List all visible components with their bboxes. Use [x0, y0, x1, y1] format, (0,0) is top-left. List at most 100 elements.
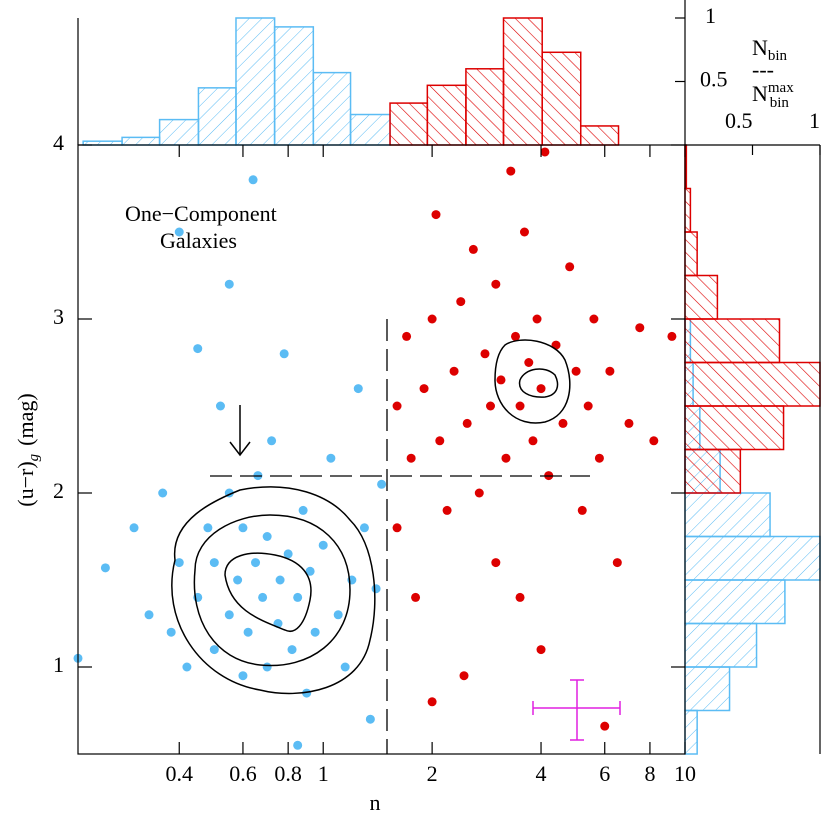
point — [203, 523, 213, 533]
point — [515, 401, 525, 411]
point — [310, 627, 320, 637]
point — [392, 523, 402, 533]
point — [474, 488, 484, 498]
point — [515, 592, 525, 602]
y-tick-label: 4 — [53, 130, 64, 155]
point — [456, 297, 466, 307]
point — [224, 279, 234, 289]
point — [491, 279, 501, 289]
point — [302, 688, 312, 698]
hist-bar — [465, 68, 505, 146]
y-tick-label: 1 — [53, 652, 64, 677]
point — [442, 505, 452, 515]
point — [496, 375, 506, 385]
point — [524, 358, 534, 367]
point — [340, 662, 350, 672]
hist-bar — [389, 102, 429, 146]
point — [577, 505, 587, 515]
point — [565, 262, 575, 272]
hist-bar — [273, 26, 315, 146]
point — [486, 401, 496, 411]
contour — [171, 486, 376, 695]
tick-label: 1 — [705, 3, 716, 28]
contour — [518, 368, 559, 398]
point — [174, 558, 184, 568]
x-tick-label: 8 — [644, 761, 655, 786]
x-tick-label: 1 — [318, 761, 329, 786]
point — [612, 558, 622, 568]
point — [468, 244, 478, 254]
point — [243, 627, 253, 637]
point — [510, 331, 520, 341]
guides — [210, 319, 590, 754]
point — [251, 558, 261, 568]
point — [635, 323, 645, 333]
point — [353, 384, 363, 394]
point — [506, 166, 516, 176]
hist-bar — [684, 274, 719, 320]
point — [551, 340, 561, 350]
point — [427, 697, 437, 707]
point — [536, 645, 546, 655]
point — [365, 714, 375, 724]
x-tick-label: 10 — [674, 761, 696, 786]
point — [248, 175, 258, 185]
contours — [171, 339, 571, 695]
point — [491, 558, 501, 568]
point — [649, 436, 659, 446]
sub: bin — [770, 95, 790, 111]
hist-label: Nbin --- Nmax bin — [752, 35, 794, 111]
point — [262, 662, 272, 672]
hist-bar — [684, 187, 692, 233]
label-numerator: Nbin — [752, 35, 788, 64]
hist-bar — [684, 492, 771, 538]
y-label-main: (u−r) — [13, 461, 38, 506]
point — [305, 566, 315, 576]
sup: max — [768, 80, 794, 96]
point — [519, 227, 529, 237]
tick-label: 0.5 — [725, 108, 753, 133]
point — [589, 314, 599, 324]
point — [238, 523, 248, 533]
point — [293, 740, 303, 750]
contour — [193, 514, 351, 667]
point — [193, 344, 203, 354]
point — [129, 523, 139, 533]
point — [100, 563, 110, 573]
point — [293, 592, 303, 602]
label-denominator: Nmax bin — [752, 80, 794, 111]
point — [594, 453, 604, 463]
hist-bar — [312, 71, 352, 146]
point — [258, 592, 268, 602]
hist-bar — [684, 448, 742, 494]
annotation: One−Component — [125, 201, 277, 226]
point — [144, 610, 154, 620]
point — [371, 584, 381, 594]
contour — [494, 339, 571, 424]
hist-bar — [684, 622, 758, 668]
point — [667, 331, 677, 341]
point — [419, 384, 429, 394]
tick-label: 0.5 — [700, 67, 728, 92]
point — [392, 401, 402, 411]
point — [462, 418, 472, 428]
tick-label: 1 — [809, 108, 820, 133]
point — [571, 366, 581, 376]
x-tick-label: 4 — [536, 761, 547, 786]
x-tick-label: 0.4 — [165, 761, 193, 786]
point — [449, 366, 459, 376]
point — [411, 592, 421, 602]
hist-bar — [684, 318, 781, 364]
y-label-sub: g — [26, 453, 42, 461]
y-label-unit: (mag) — [13, 393, 38, 446]
sub: bin — [768, 48, 788, 64]
x-tick-label: 0.6 — [229, 761, 257, 786]
hist-bar — [121, 136, 161, 146]
hist-bar — [197, 87, 237, 146]
point — [359, 523, 369, 533]
point — [267, 436, 277, 446]
annotation: Galaxies — [160, 228, 237, 253]
point — [233, 575, 243, 585]
point — [318, 540, 328, 550]
